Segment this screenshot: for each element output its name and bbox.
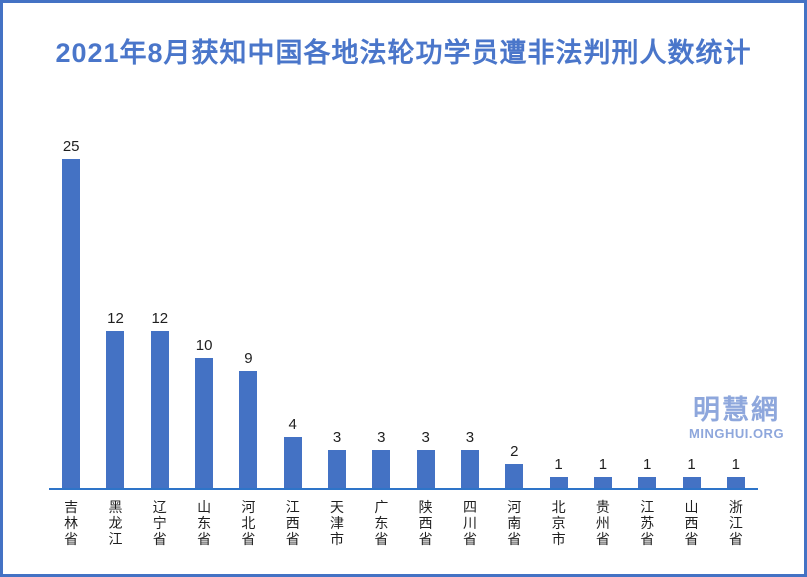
value-label-贵州省: 1 [598,456,608,473]
bar-北京市 [549,477,568,490]
category-label-山西省: 山西省 [684,499,699,547]
bar-江苏省 [638,477,657,490]
value-label-浙江省: 1 [731,456,741,473]
category-label-江西省: 江西省 [285,499,300,547]
category-label-吉林省: 吉林省 [64,499,79,547]
bar-贵州省 [593,477,612,490]
bar-黑龙江 [106,331,125,490]
category-label-辽宁省: 辽宁省 [152,499,167,547]
bar-山东省 [195,358,214,490]
x-axis-line [49,488,758,490]
bar-江西省 [283,437,302,490]
value-label-黑龙江: 12 [107,310,124,327]
bar-陕西省 [416,450,435,490]
value-label-山东省: 10 [195,337,213,354]
value-label-北京市: 1 [554,456,563,473]
category-label-河南省: 河南省 [507,499,522,547]
bar-河南省 [505,464,524,490]
value-label-河北省: 9 [244,350,253,367]
category-label-广东省: 广东省 [374,499,389,547]
bar-四川省 [460,450,479,490]
bar-河北省 [239,371,258,490]
category-label-贵州省: 贵州省 [595,499,610,547]
category-label-江苏省: 江苏省 [640,499,655,547]
chart-title: 2021年8月获知中国各地法轮功学员遭非法判刑人数统计 [55,38,752,68]
category-label-北京市: 北京市 [551,499,566,547]
bar-浙江省 [726,477,745,490]
minghui-watermark: 明慧網 MINGHUI.ORG [689,395,784,441]
value-label-江西省: 4 [288,416,297,433]
value-label-吉林省: 25 [62,138,80,155]
value-label-广东省: 3 [377,429,386,446]
value-label-河南省: 2 [510,443,519,460]
value-label-陕西省: 3 [421,429,430,446]
watermark-chinese-text: 明慧網 [693,395,781,425]
category-label-陕西省: 陕西省 [418,499,433,547]
category-label-黑龙江: 黑龙江 [108,499,123,547]
value-label-江苏省: 1 [643,456,652,473]
bar-吉林省 [62,159,81,490]
watermark-english-text: MINGHUI.ORG [689,426,785,441]
value-label-山西省: 1 [687,456,696,473]
category-label-河北省: 河北省 [241,499,256,547]
category-label-山东省: 山东省 [197,499,212,547]
bar-辽宁省 [150,331,169,490]
category-label-四川省: 四川省 [462,499,477,547]
value-label-辽宁省: 12 [151,310,169,327]
bar-山西省 [682,477,701,490]
bar-广东省 [372,450,391,490]
bar-天津市 [328,450,347,490]
category-label-天津市: 天津市 [330,499,345,547]
value-label-天津市: 3 [332,429,342,446]
value-label-四川省: 3 [465,429,475,446]
bar-chart-plot: 25 12 12 10 9 4 3 3 3 3 2 1 1 1 1 1 吉林省 黑龙江 辽宁省 山东省 河北省 江西省 天… [3,3,804,574]
category-label-浙江省: 浙江省 [728,499,743,547]
